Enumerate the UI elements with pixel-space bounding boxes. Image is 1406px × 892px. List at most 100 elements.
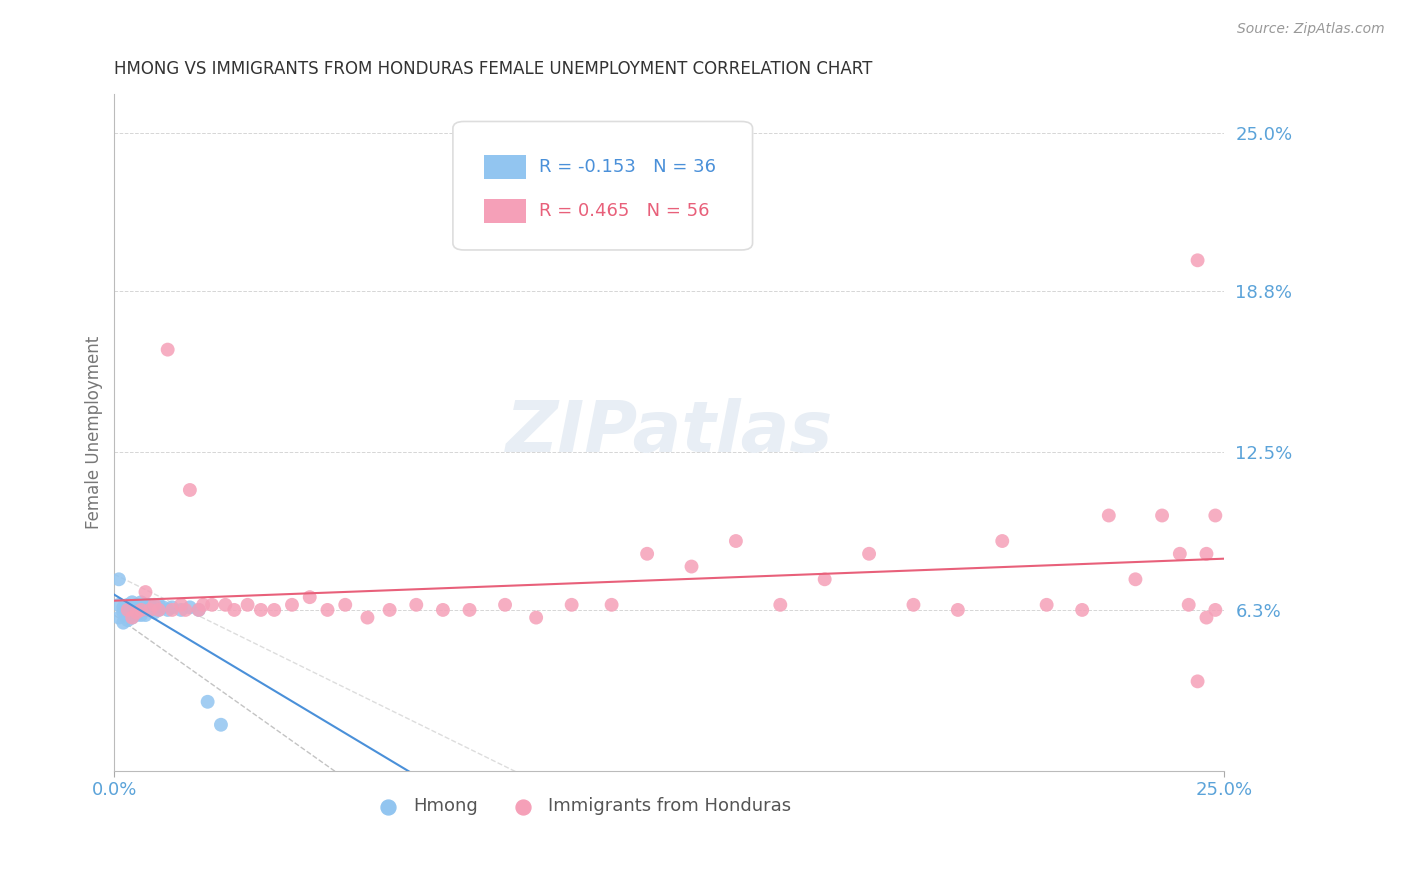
Point xyxy=(148,603,170,617)
Point xyxy=(134,603,156,617)
Point xyxy=(143,600,166,615)
Point xyxy=(134,598,156,612)
Point xyxy=(187,603,209,617)
Point xyxy=(108,598,131,612)
Point xyxy=(1098,508,1121,523)
Point xyxy=(187,603,209,617)
Point xyxy=(121,595,143,609)
Point xyxy=(1071,603,1094,617)
Point xyxy=(298,590,321,604)
Y-axis label: Female Unemployment: Female Unemployment xyxy=(86,336,103,529)
Point xyxy=(432,603,454,617)
Point xyxy=(281,598,304,612)
Point xyxy=(121,603,143,617)
Point xyxy=(156,343,179,357)
Point xyxy=(112,600,135,615)
Point xyxy=(1152,508,1174,523)
Point xyxy=(193,598,215,612)
Point xyxy=(152,600,174,615)
Point xyxy=(600,598,623,612)
Point xyxy=(117,613,139,627)
Point xyxy=(112,615,135,630)
Point xyxy=(121,610,143,624)
Point xyxy=(139,598,162,612)
Point xyxy=(636,547,658,561)
Point xyxy=(197,695,219,709)
FancyBboxPatch shape xyxy=(484,199,526,223)
Point xyxy=(160,600,183,615)
Point xyxy=(405,598,427,612)
Text: ZIPatlas: ZIPatlas xyxy=(506,398,832,467)
Point xyxy=(724,534,747,549)
Point xyxy=(129,603,152,617)
Point xyxy=(129,607,152,622)
Point xyxy=(263,603,285,617)
Legend: Hmong, Immigrants from Honduras: Hmong, Immigrants from Honduras xyxy=(363,790,799,822)
Point xyxy=(903,598,925,612)
Point xyxy=(494,598,516,612)
Point xyxy=(148,603,170,617)
Point xyxy=(858,547,880,561)
Point xyxy=(1168,547,1191,561)
Point xyxy=(224,603,246,617)
Point xyxy=(524,610,547,624)
FancyBboxPatch shape xyxy=(453,121,752,250)
Point xyxy=(112,606,135,620)
Point xyxy=(125,603,148,617)
Point xyxy=(1204,508,1226,523)
Point xyxy=(117,603,139,617)
Point xyxy=(458,603,481,617)
Point xyxy=(814,572,837,586)
Point xyxy=(143,598,166,612)
Point xyxy=(1195,610,1218,624)
Point xyxy=(125,598,148,612)
Point xyxy=(335,598,357,612)
Point xyxy=(129,595,152,609)
Point xyxy=(108,610,131,624)
Point xyxy=(1187,253,1209,268)
Point xyxy=(121,610,143,624)
Point xyxy=(1195,547,1218,561)
Point xyxy=(179,483,201,497)
Point xyxy=(170,598,193,612)
Point xyxy=(148,598,170,612)
Text: R = -0.153   N = 36: R = -0.153 N = 36 xyxy=(540,158,717,176)
Point xyxy=(316,603,339,617)
Point xyxy=(378,603,401,617)
Point xyxy=(1204,603,1226,617)
Point xyxy=(214,598,236,612)
Point xyxy=(125,606,148,620)
Point xyxy=(139,603,162,617)
Point xyxy=(156,603,179,617)
Point xyxy=(125,607,148,622)
Point xyxy=(946,603,969,617)
Point xyxy=(201,598,224,612)
Point xyxy=(134,607,156,622)
Point xyxy=(209,718,232,732)
Point xyxy=(134,585,156,599)
Point xyxy=(117,598,139,612)
FancyBboxPatch shape xyxy=(484,155,526,179)
Point xyxy=(356,610,378,624)
Point xyxy=(681,559,703,574)
Point xyxy=(236,598,259,612)
Point xyxy=(179,600,201,615)
Point xyxy=(250,603,273,617)
Point xyxy=(117,603,139,617)
Point xyxy=(174,603,197,617)
Point xyxy=(139,603,162,617)
Point xyxy=(170,603,193,617)
Point xyxy=(129,603,152,617)
Point xyxy=(561,598,583,612)
Point xyxy=(1187,674,1209,689)
Point xyxy=(108,572,131,586)
Point xyxy=(160,603,183,617)
Text: Source: ZipAtlas.com: Source: ZipAtlas.com xyxy=(1237,22,1385,37)
Point xyxy=(143,606,166,620)
Point xyxy=(769,598,792,612)
Point xyxy=(1125,572,1147,586)
Point xyxy=(1035,598,1057,612)
Point xyxy=(991,534,1014,549)
Text: HMONG VS IMMIGRANTS FROM HONDURAS FEMALE UNEMPLOYMENT CORRELATION CHART: HMONG VS IMMIGRANTS FROM HONDURAS FEMALE… xyxy=(114,60,873,78)
Point xyxy=(1177,598,1199,612)
